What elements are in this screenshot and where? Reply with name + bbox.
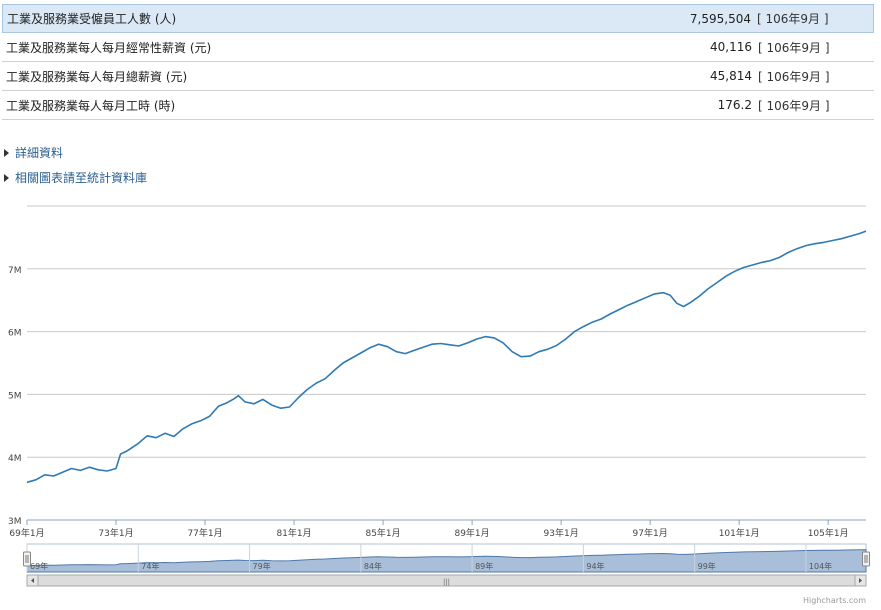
detail-link[interactable]: 詳細資料: [4, 140, 147, 165]
navigator-area: [26, 549, 867, 573]
x-tick-label: 73年1月: [98, 527, 133, 539]
stats-period: [ 106年9月 ]: [758, 98, 830, 113]
stats-value: 45,814: [710, 69, 752, 83]
triangle-right-icon: [4, 148, 9, 157]
detail-link-label: 詳細資料: [15, 146, 64, 160]
x-axis: 69年1月 73年1月 77年1月 81年1月 85年1月 89年1月 93年1月 97年1月…: [9, 519, 866, 539]
y-axis: 3M 4M 5M 6M 7M: [8, 266, 22, 527]
stats-table: 工業及服務業受僱員工人數 (人) 7,595,504 [ 106年9月 ] 工業…: [2, 4, 874, 120]
database-link[interactable]: 相關圖表請至統計資料庫: [4, 165, 147, 190]
scrollbar[interactable]: |||: [26, 574, 867, 587]
stats-row-employees: 工業及服務業受僱員工人數 (人) 7,595,504 [ 106年9月 ]: [2, 4, 874, 33]
stats-row-hours: 工業及服務業每人每月工時 (時) 176.2 [ 106年9月 ]: [2, 91, 874, 120]
stats-value: 7,595,504: [689, 11, 751, 26]
navigator[interactable]: 69年 74年 79年 84年 89年 94年 99年 104年: [23, 543, 870, 573]
stats-period: [ 106年9月 ]: [758, 40, 830, 55]
y-tick-label: 7M: [8, 266, 22, 276]
navigator-tick-label: 69年: [30, 561, 48, 571]
chevron-left-icon: [31, 578, 34, 583]
navigator-handle: [23, 551, 31, 567]
x-tick-label: 105年1月: [808, 527, 849, 539]
plot-area: [26, 230, 867, 484]
navigator-handle: [862, 551, 870, 567]
database-link-label: 相關圖表請至統計資料庫: [15, 171, 148, 185]
x-tick-label: 77年1月: [187, 527, 222, 539]
stats-period: [ 106年9月 ]: [758, 69, 830, 84]
stats-label: 工業及服務業受僱員工人數 (人): [7, 12, 177, 26]
y-tick-label: 4M: [8, 454, 22, 464]
x-tick-label: 85年1月: [365, 527, 400, 539]
x-tick-label: 81年1月: [276, 527, 311, 539]
x-tick-label: 89年1月: [454, 527, 489, 539]
chevron-right-icon: [859, 578, 862, 583]
x-tick-label: 93年1月: [544, 527, 579, 539]
navigator-tick-label: 74年: [141, 561, 159, 571]
x-tick-label: 101年1月: [719, 527, 760, 539]
navigator-tick-label: 94年: [586, 561, 604, 571]
stats-period: [ 106年9月 ]: [757, 12, 829, 26]
navigator-tick-label: 84年: [364, 561, 382, 571]
stats-value: 176.2: [717, 98, 752, 112]
x-tick-label: 97年1月: [633, 527, 668, 539]
stats-row-regular-salary: 工業及服務業每人每月經常性薪資 (元) 40,116 [ 106年9月 ]: [2, 33, 874, 62]
series-line: [26, 230, 867, 484]
stats-value: 40,116: [710, 40, 752, 54]
navigator-tick-label: 79年: [253, 561, 271, 571]
y-tick-label: 5M: [8, 391, 22, 401]
y-tick-label: 3M: [8, 517, 22, 527]
stats-label: 工業及服務業每人每月工時 (時): [6, 98, 176, 113]
navigator-tick-label: 99年: [698, 561, 716, 571]
y-tick-label: 6M: [8, 329, 22, 339]
scrollbar-grip: |||: [443, 578, 450, 586]
triangle-right-icon: [4, 173, 9, 182]
x-tick-label: 69年1月: [9, 527, 44, 539]
stats-label: 工業及服務業每人每月總薪資 (元): [6, 69, 188, 84]
chart-grid: [27, 205, 866, 521]
link-list: 詳細資料 相關圖表請至統計資料庫: [4, 140, 147, 190]
chart-credit[interactable]: Highcharts.com: [803, 596, 866, 605]
navigator-tick-label: 104年: [809, 561, 832, 571]
navigator-tick-label: 89年: [475, 561, 493, 571]
stats-row-total-salary: 工業及服務業每人每月總薪資 (元) 45,814 [ 106年9月 ]: [2, 62, 874, 91]
stats-label: 工業及服務業每人每月經常性薪資 (元): [6, 40, 212, 55]
